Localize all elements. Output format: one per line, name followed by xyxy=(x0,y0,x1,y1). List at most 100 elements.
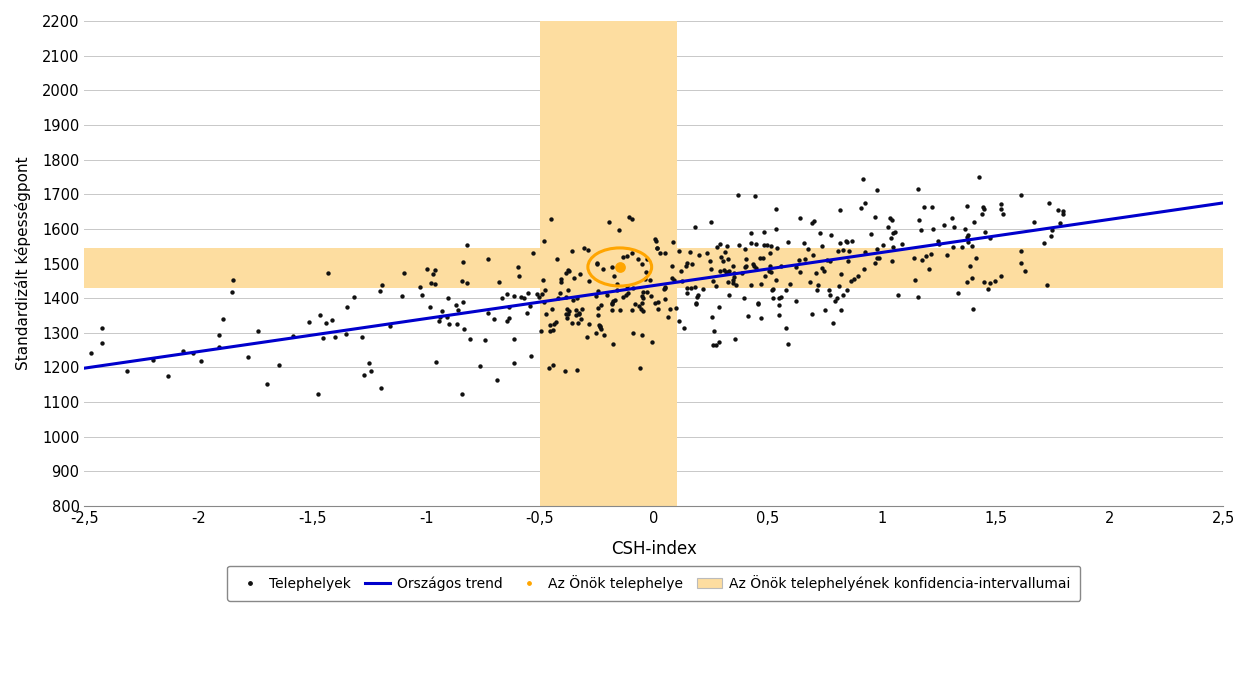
Point xyxy=(761,240,781,251)
Point xyxy=(751,279,771,290)
Point xyxy=(820,256,840,267)
Point xyxy=(579,275,599,286)
Point xyxy=(518,288,538,299)
Point xyxy=(703,311,722,322)
Point xyxy=(655,293,675,304)
Point xyxy=(814,266,834,277)
Point xyxy=(558,264,578,275)
Point xyxy=(470,360,490,371)
Point xyxy=(635,273,655,284)
Point xyxy=(256,379,276,390)
Point xyxy=(974,203,994,214)
Point xyxy=(616,280,636,291)
Point xyxy=(539,363,559,374)
Point xyxy=(655,247,675,258)
Point xyxy=(118,365,138,376)
Point xyxy=(660,304,680,315)
Point xyxy=(780,279,800,290)
Point xyxy=(718,267,738,278)
Point xyxy=(719,289,739,300)
Point xyxy=(508,262,528,273)
Point xyxy=(769,300,789,311)
Point xyxy=(882,214,902,225)
Point xyxy=(718,277,738,288)
Point xyxy=(636,266,656,277)
Point xyxy=(715,246,735,257)
Point xyxy=(706,339,726,350)
Point xyxy=(546,253,566,264)
Point xyxy=(491,293,511,304)
Point xyxy=(618,287,638,298)
Point xyxy=(978,283,998,294)
Point xyxy=(884,227,904,238)
Point xyxy=(724,271,744,282)
Point xyxy=(549,293,569,304)
Point xyxy=(746,262,766,273)
Point xyxy=(961,240,981,251)
Point xyxy=(92,323,112,334)
Point xyxy=(820,284,840,295)
Point xyxy=(729,240,749,251)
Point xyxy=(853,174,872,185)
Point xyxy=(919,264,939,275)
Point xyxy=(638,286,658,297)
Point xyxy=(1011,258,1031,269)
Point xyxy=(521,350,541,361)
Point xyxy=(541,213,561,224)
Point xyxy=(712,256,732,267)
Point xyxy=(701,263,721,274)
Point xyxy=(335,328,355,339)
Point xyxy=(642,337,662,348)
Point xyxy=(701,216,721,227)
Point xyxy=(372,280,392,291)
Point xyxy=(910,225,930,236)
Point xyxy=(515,292,535,303)
Point xyxy=(741,227,761,238)
Point xyxy=(354,370,374,381)
Point xyxy=(566,293,586,304)
Point xyxy=(756,239,776,250)
Point xyxy=(914,201,934,212)
Point xyxy=(654,283,674,294)
Point xyxy=(560,306,580,317)
Point xyxy=(510,291,530,302)
Point xyxy=(718,241,738,252)
Point xyxy=(971,209,991,220)
Point xyxy=(750,253,770,264)
Point xyxy=(458,278,478,289)
Point xyxy=(1052,209,1072,220)
Point xyxy=(645,297,665,308)
Point xyxy=(602,304,622,315)
Point xyxy=(760,247,780,258)
Point xyxy=(542,359,562,370)
Point xyxy=(531,325,551,336)
Point xyxy=(562,317,582,328)
Point xyxy=(881,232,901,243)
Point xyxy=(750,313,770,324)
Point xyxy=(569,308,589,319)
Point xyxy=(555,365,575,376)
Point xyxy=(911,254,931,265)
Point xyxy=(650,247,670,258)
Point xyxy=(729,190,749,201)
Point xyxy=(942,213,962,224)
Point xyxy=(449,304,469,315)
Point xyxy=(646,243,666,254)
Point xyxy=(985,275,1005,286)
Point xyxy=(905,274,925,285)
Point xyxy=(338,302,357,313)
Point xyxy=(499,302,519,313)
Point xyxy=(735,293,755,304)
Point xyxy=(820,289,840,300)
Point xyxy=(934,220,954,231)
Point xyxy=(666,302,686,313)
Point xyxy=(412,289,432,300)
Point xyxy=(716,267,736,278)
Point xyxy=(429,315,449,326)
Point xyxy=(714,264,734,275)
Point xyxy=(830,205,850,216)
Point xyxy=(741,279,761,290)
Point xyxy=(964,216,984,227)
Point xyxy=(726,280,746,291)
Point xyxy=(632,329,652,340)
